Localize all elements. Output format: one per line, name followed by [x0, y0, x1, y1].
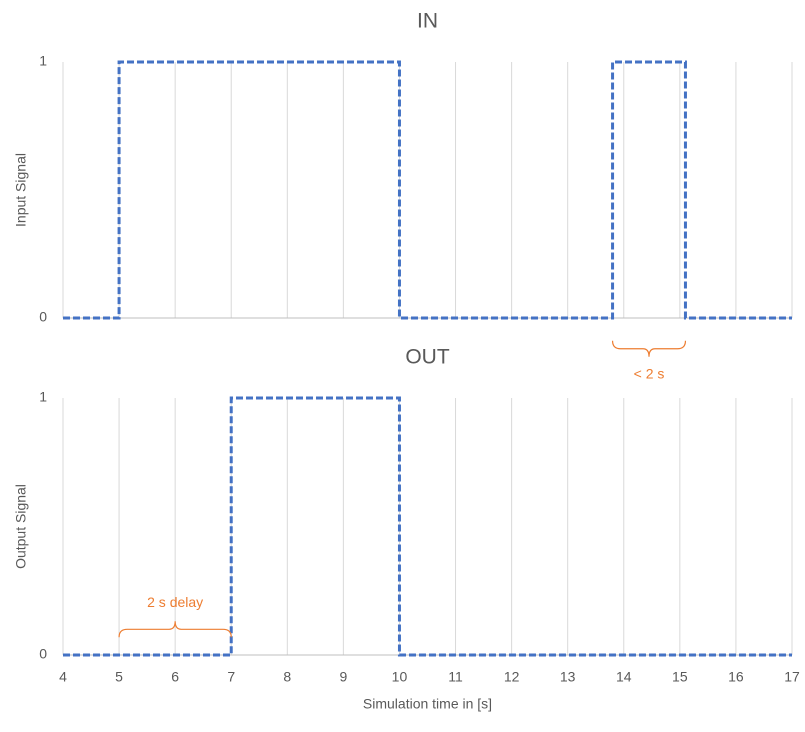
y-tick-label: 0	[39, 646, 47, 662]
signal-line	[63, 60, 792, 320]
y-tick-label: 1	[39, 53, 47, 69]
x-tick-label: 12	[504, 669, 520, 685]
y-axis-label: Output Signal	[13, 484, 29, 569]
x-tick-label: 8	[283, 669, 291, 685]
annotation-brace	[118, 621, 232, 638]
signal-line	[63, 396, 792, 657]
x-tick-label: 4	[59, 669, 67, 685]
x-tick-label: 5	[115, 669, 123, 685]
annotation-label: < 2 s	[634, 365, 665, 381]
x-tick-label: 10	[392, 669, 408, 685]
x-tick-label: 14	[616, 669, 632, 685]
x-tick-label: 6	[171, 669, 179, 685]
annotation-label: 2 s delay	[147, 594, 203, 610]
x-tick-label: 13	[560, 669, 576, 685]
annotation-brace	[611, 340, 687, 357]
x-tick-label: 11	[448, 669, 463, 685]
y-axis-label: Input Signal	[13, 153, 29, 227]
x-tick-label: 9	[339, 669, 347, 685]
chart-title: OUT	[405, 346, 450, 369]
x-tick-label: 15	[672, 669, 688, 685]
chart-title: IN	[417, 10, 438, 33]
y-tick-label: 0	[39, 309, 47, 325]
y-tick-label: 1	[39, 389, 47, 405]
x-tick-label: 16	[728, 669, 744, 685]
x-axis-label: Simulation time in [s]	[363, 696, 492, 712]
x-tick-label: 17	[784, 669, 800, 685]
x-tick-label: 7	[227, 669, 235, 685]
